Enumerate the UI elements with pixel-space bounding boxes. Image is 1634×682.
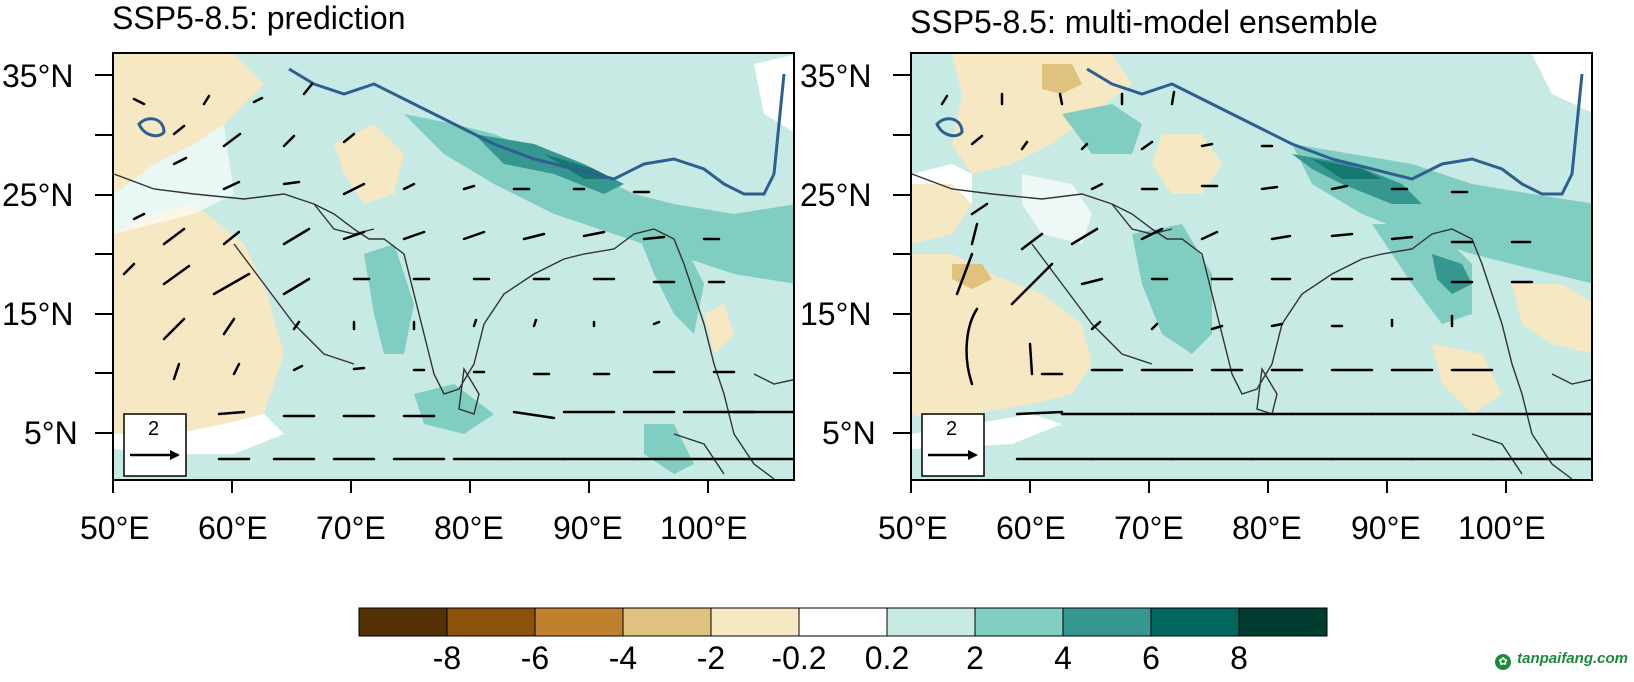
lat-label-5n: 5°N — [24, 415, 78, 451]
map-multi-model-ensemble: 2 — [910, 52, 1593, 481]
lon-label-90e-right: 90°E — [1351, 510, 1421, 546]
colorbar-tick-label: -8 — [432, 640, 462, 676]
lat-ticks-right — [893, 74, 911, 434]
colorbar-swatch — [798, 607, 888, 637]
lon-label-70e: 70°E — [316, 510, 386, 546]
lon-label-80e-right: 80°E — [1232, 510, 1302, 546]
colorbar-swatch — [710, 607, 800, 637]
colorbar-tick-label: -0.2 — [771, 640, 827, 676]
lon-label-100e-right: 100°E — [1458, 510, 1546, 546]
lat-label-35n: 35°N — [2, 58, 74, 94]
leaf-icon: ✿ — [1495, 654, 1512, 670]
reference-vector-label: 2 — [148, 418, 160, 440]
lon-label-50e: 50°E — [80, 510, 150, 546]
map-ensemble-field — [912, 54, 1591, 479]
colorbar-swatch — [358, 607, 448, 637]
lat-label-15n-right: 15°N — [800, 296, 872, 332]
lon-label-100e: 100°E — [660, 510, 748, 546]
map-prediction: 2 — [112, 52, 795, 481]
lon-ticks-left — [112, 479, 709, 493]
colorbar-swatch — [1150, 607, 1240, 637]
panel-title-multi-model-ensemble: SSP5-8.5: multi-model ensemble — [910, 4, 1378, 40]
lat-ticks-left — [95, 74, 113, 434]
lon-label-50e-right: 50°E — [878, 510, 948, 546]
colorbar-tick-label: -4 — [608, 640, 638, 676]
colorbar-swatch — [1238, 607, 1328, 637]
panel-title-prediction: SSP5-8.5: prediction — [112, 0, 406, 36]
reference-vector-label-right: 2 — [946, 418, 958, 440]
lat-label-25n: 25°N — [2, 177, 74, 213]
colorbar-tick-label: 8 — [1230, 640, 1248, 676]
colorbar-tick-label: -6 — [520, 640, 550, 676]
watermark: ✿ tanpaifang.com — [1495, 650, 1628, 670]
lat-label-25n-right: 25°N — [800, 177, 872, 213]
lon-label-90e: 90°E — [553, 510, 623, 546]
lon-label-60e: 60°E — [198, 510, 268, 546]
colorbar — [358, 607, 1328, 637]
lon-label-80e: 80°E — [434, 510, 504, 546]
map-prediction-field — [114, 54, 793, 479]
lat-label-35n-right: 35°N — [800, 58, 872, 94]
colorbar-tick-label: 0.2 — [864, 640, 910, 676]
colorbar-swatch — [534, 607, 624, 637]
lat-label-5n-right: 5°N — [822, 415, 876, 451]
lon-label-60e-right: 60°E — [996, 510, 1066, 546]
watermark-text: tanpaifang.com — [1517, 650, 1628, 667]
colorbar-swatch — [446, 607, 536, 637]
colorbar-tick-label: -2 — [696, 640, 726, 676]
colorbar-swatch — [622, 607, 712, 637]
colorbar-tick-label: 2 — [966, 640, 984, 676]
colorbar-swatch — [974, 607, 1064, 637]
lon-label-70e-right: 70°E — [1114, 510, 1184, 546]
colorbar-tick-label: 4 — [1054, 640, 1072, 676]
lon-ticks-right — [910, 479, 1507, 493]
colorbar-swatch — [1062, 607, 1152, 637]
lat-label-15n: 15°N — [2, 296, 74, 332]
colorbar-tick-label: 6 — [1142, 640, 1160, 676]
colorbar-swatch — [886, 607, 976, 637]
